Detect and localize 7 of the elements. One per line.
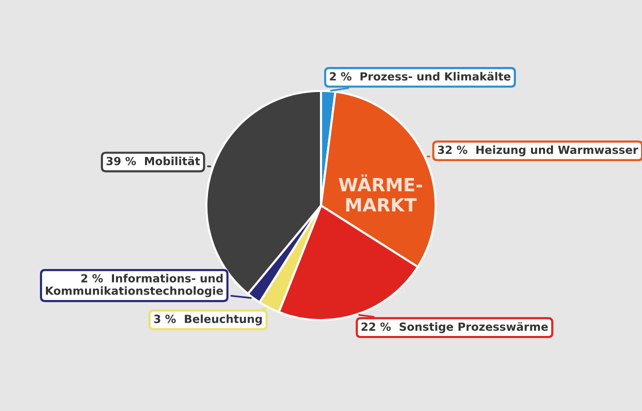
- text: WÄRME- MARKT: [338, 174, 422, 212]
- slice-label: 32 % Heizung und Warmwasser: [438, 145, 638, 156]
- slice-label: 39 % Mobilität: [106, 156, 200, 166]
- slice-label: 3 % Beleuchtung: [154, 314, 262, 326]
- slice-label: 2 % Informations- und Kommunikationstechnologie: [46, 274, 223, 298]
- slice-label: 2 % Prozess- und Klimakälte: [330, 72, 510, 81]
- slice-label: 22 % Sonstige Prozesswärme: [362, 322, 548, 334]
